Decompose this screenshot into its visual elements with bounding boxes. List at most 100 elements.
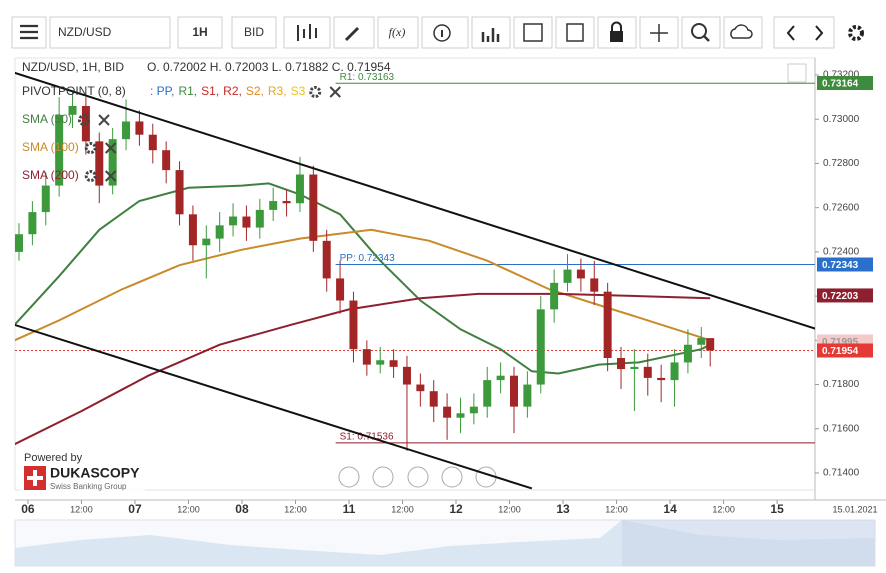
- price-marker-label: 0.71954: [822, 346, 859, 357]
- candle-body: [215, 225, 224, 239]
- menu-icon: [20, 24, 38, 40]
- legend-entry: SMA (100): [22, 140, 79, 154]
- candle-body: [706, 338, 715, 351]
- y-tick-label: 0.72800: [823, 158, 860, 169]
- cloud-button[interactable]: [723, 16, 763, 49]
- price-marker-label: 0.71995: [822, 337, 859, 348]
- info-button[interactable]: [421, 16, 469, 49]
- legend-entry: SMA (200): [22, 168, 79, 182]
- y-tick-label: 0.72600: [823, 202, 860, 213]
- indicator-item: S3: [291, 84, 306, 98]
- reset[interactable]: [407, 466, 429, 488]
- candle-body: [657, 377, 666, 381]
- candle-body: [148, 134, 157, 151]
- candle-body: [28, 212, 37, 235]
- price-marker: [817, 75, 873, 90]
- period: 1H: [192, 25, 207, 39]
- price-marker-label: 0.72343: [822, 260, 859, 271]
- price-marker: [817, 257, 873, 272]
- brand-tagline: Swiss Banking Group: [50, 482, 127, 491]
- bars-icon: [481, 28, 500, 42]
- brand-name: DUKASCOPY: [50, 465, 140, 481]
- x-tick-label: 12:00: [284, 504, 307, 514]
- y-tick-label: 0.71800: [823, 379, 860, 390]
- candle-body: [509, 375, 518, 407]
- zoom-out[interactable]: [372, 466, 394, 488]
- candle-body: [670, 362, 679, 381]
- remove-icon[interactable]: [329, 86, 341, 98]
- remove-icon[interactable]: [104, 142, 117, 154]
- period-button[interactable]: [177, 16, 223, 49]
- indicator-item: : PP,: [150, 84, 174, 98]
- candle-body: [55, 114, 64, 186]
- candle-body: [188, 214, 197, 246]
- price-marker: [817, 288, 873, 303]
- settings-icon[interactable]: [309, 86, 322, 98]
- settings-icon[interactable]: [84, 142, 97, 154]
- zoom-button[interactable]: [681, 16, 721, 49]
- indicator-item: R1,: [178, 84, 197, 98]
- candle-body: [603, 291, 612, 359]
- powered-by: Powered by: [24, 452, 83, 464]
- function-label: f(x): [389, 25, 406, 39]
- candle-body: [349, 300, 358, 350]
- navigator-window[interactable]: [622, 520, 875, 566]
- candle-body: [122, 121, 131, 140]
- y-tick-label: 0.73000: [823, 114, 860, 125]
- x-tick-label: 12:00: [498, 504, 521, 514]
- nav-buttons[interactable]: [773, 16, 835, 49]
- x-tick-label: 14: [663, 502, 677, 516]
- candle-body: [630, 366, 639, 370]
- x-tick-label: 12:00: [605, 504, 628, 514]
- price-marker-label: 0.73164: [822, 79, 859, 90]
- zoom-in[interactable]: [441, 466, 463, 488]
- side: BID: [244, 25, 264, 39]
- trendline: [15, 71, 815, 330]
- indicator-item: R2,: [223, 84, 242, 98]
- lock-icon: [610, 31, 623, 42]
- x-tick-label: 15: [770, 502, 784, 516]
- x-tick-label: 07: [128, 502, 142, 516]
- pivot-label: PP: 0.72343: [340, 253, 395, 264]
- candle-body: [576, 269, 585, 279]
- toolbar: NZD/USD 1H BID f(x): [11, 16, 864, 49]
- x-tick-label: 12: [449, 502, 463, 516]
- report-button[interactable]: [555, 16, 595, 49]
- calendar-button[interactable]: [513, 16, 553, 49]
- maximize-button[interactable]: [787, 63, 807, 83]
- symbol-box[interactable]: [49, 16, 171, 49]
- candle-body: [108, 139, 117, 186]
- overlay: 0.73200 0.73000 0.72800 0.72600 0.72400 0.722…: [21, 60, 877, 516]
- indicator-item: S2,: [246, 84, 264, 98]
- scroll-left[interactable]: [338, 466, 360, 488]
- arrow-icons: [786, 25, 824, 41]
- settings-icon[interactable]: [78, 114, 91, 126]
- candle-body: [269, 201, 278, 210]
- candle-body: [229, 216, 238, 226]
- remove-icon[interactable]: [98, 114, 110, 126]
- x-tick-label: 12:00: [177, 504, 200, 514]
- crosshair-icon: [650, 24, 668, 42]
- remove-icon[interactable]: [104, 170, 117, 182]
- candle-body: [697, 338, 706, 345]
- candle-body: [469, 406, 478, 414]
- chart-type-button[interactable]: [283, 16, 331, 49]
- calendar-icon: [523, 23, 543, 42]
- indicators-button[interactable]: [471, 16, 511, 49]
- function-button[interactable]: [377, 16, 419, 49]
- candle-body: [536, 309, 545, 385]
- settings-icon[interactable]: [848, 25, 864, 41]
- symbol: NZD/USD: [58, 25, 112, 39]
- cloud-icon: [730, 24, 753, 39]
- x-tick-label: 08: [235, 502, 249, 516]
- y-tick-label: 0.73200: [823, 70, 860, 81]
- candle-body: [456, 413, 465, 418]
- date-label: 15.01.2021: [832, 504, 877, 514]
- side-button[interactable]: [231, 16, 277, 49]
- settings-icon[interactable]: [84, 170, 97, 182]
- candle-body: [683, 344, 692, 363]
- candle-body: [443, 406, 452, 418]
- candle-body: [590, 278, 599, 292]
